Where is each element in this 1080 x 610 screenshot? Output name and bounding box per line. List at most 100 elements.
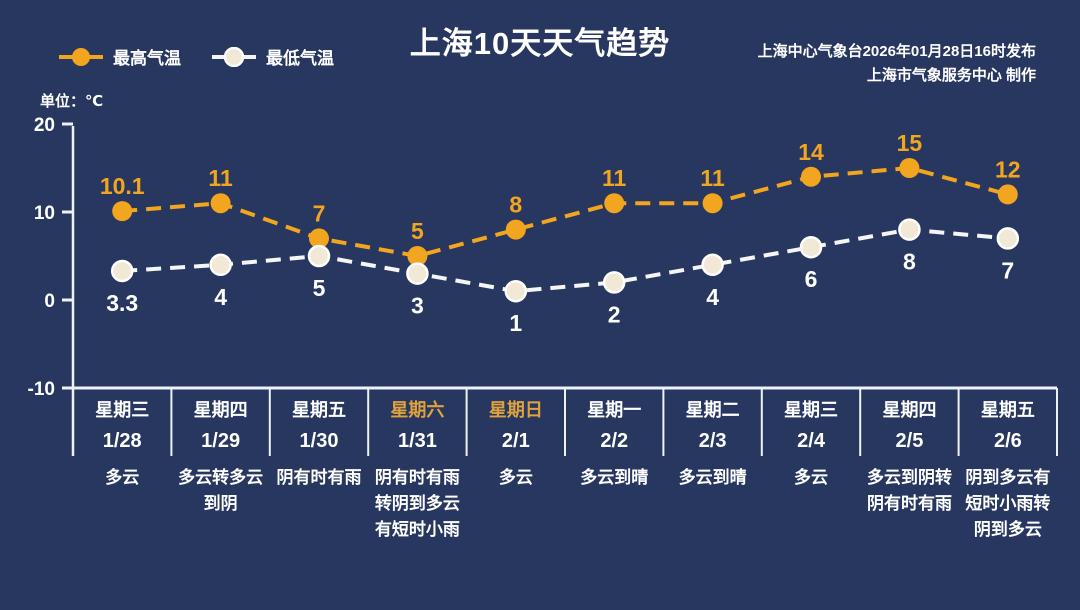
min-temp-value-label: 6 xyxy=(805,266,818,292)
max-temp-point xyxy=(112,201,133,222)
min-temp-line xyxy=(122,227,1008,294)
unit-label: 单位：℃ xyxy=(40,93,104,110)
max-temp-value-label: 12 xyxy=(995,156,1021,182)
date-label: 2/3 xyxy=(698,430,727,452)
min-temp-point xyxy=(701,253,724,277)
date-label: 2/6 xyxy=(993,430,1022,452)
max-temp-value-label: 11 xyxy=(700,165,725,191)
date-label: 2/5 xyxy=(895,430,924,452)
min-temp-point xyxy=(898,218,921,241)
source-info: 上海中心气象台2026年01月28日16时发布 上海市气象服务中心 制作 xyxy=(758,40,1036,88)
legend-item-min-temp: 最低气温 xyxy=(211,44,334,69)
weather-label: 阴有时有雨 xyxy=(276,468,362,487)
day-column: 星期三 1/28 多云 xyxy=(73,399,171,543)
date-label: 2/4 xyxy=(797,430,825,452)
min-temp-point xyxy=(602,271,626,294)
min-temp-value-label: 7 xyxy=(1001,257,1014,283)
max-temp-point xyxy=(801,166,821,187)
max-temp-point xyxy=(997,184,1018,205)
weekday-label: 星期一 xyxy=(587,400,642,420)
min-temp-point xyxy=(209,253,232,277)
max-temp-point xyxy=(702,193,723,214)
weekday-label: 星期日 xyxy=(488,400,543,420)
legend: 最高气温 最低气温 xyxy=(58,44,334,69)
date-label: 1/28 xyxy=(102,430,142,452)
weather-label: 多云转多云到阴 xyxy=(178,468,264,513)
min-temp-value-label: 2 xyxy=(608,301,621,327)
max-temp-point xyxy=(407,246,428,266)
max-temp-value-label: 11 xyxy=(208,165,233,191)
max-temp-point xyxy=(309,228,329,249)
min-temp-point xyxy=(307,244,331,268)
weather-label: 多云 xyxy=(105,468,140,487)
min-temp-point xyxy=(110,259,134,283)
max-temp-point xyxy=(505,219,526,240)
day-column: 星期四 2/5 多云到阴转阴有时有雨 xyxy=(860,399,958,543)
day-column: 星期三 2/4 多云 xyxy=(762,399,860,543)
date-label: 1/31 xyxy=(397,430,437,452)
y-axis-tick-label: -10 xyxy=(28,379,55,400)
day-column: 星期一 2/2 多云到晴 xyxy=(565,399,663,543)
min-temp-point xyxy=(799,235,823,259)
min-temp-point xyxy=(406,262,429,285)
source-line-producer: 上海市气象服务中心 制作 xyxy=(866,67,1036,84)
y-axis-tick-label: 0 xyxy=(44,291,55,312)
weekday-label: 星期三 xyxy=(95,400,150,420)
max-temp-value-label: 15 xyxy=(897,130,923,156)
day-column: 星期六 1/31 阴有时有雨转阴到多云有短时小雨 xyxy=(368,399,466,543)
weekday-label: 星期二 xyxy=(685,400,740,420)
y-axis-tick-label: 10 xyxy=(34,203,55,224)
date-label: 2/2 xyxy=(600,430,629,452)
weather-label: 阴到多云有短时小雨转阴到多云 xyxy=(965,468,1051,539)
page-title: 上海10天天气趋势 xyxy=(409,26,671,61)
max-temp-point xyxy=(899,158,920,178)
max-temp-point xyxy=(604,193,625,214)
max-temp-value-label: 8 xyxy=(509,192,522,218)
weekday-label: 星期五 xyxy=(292,400,347,420)
weekday-label: 星期六 xyxy=(390,400,445,420)
min-temp-point xyxy=(504,279,528,303)
min-temp-point xyxy=(996,227,1020,250)
weekday-label: 星期三 xyxy=(784,400,839,420)
day-column: 星期五 1/30 阴有时有雨 xyxy=(270,399,368,543)
weekday-label: 星期五 xyxy=(980,400,1035,420)
date-label: 1/30 xyxy=(299,430,339,452)
min-temp-value-label: 5 xyxy=(313,275,326,301)
max-temp-value-label: 5 xyxy=(411,218,424,244)
weather-label: 多云 xyxy=(794,468,829,487)
min-temp-value-label: 4 xyxy=(214,284,227,310)
max-temp-value-label: 11 xyxy=(602,165,627,191)
min-temp-line-marker-icon xyxy=(212,46,256,67)
legend-label-min-temp: 最低气温 xyxy=(266,49,334,68)
max-temp-line xyxy=(122,165,1009,259)
y-axis-tick-label: 20 xyxy=(34,115,55,136)
day-labels-row: 星期三 1/28 多云 星期四 1/29 多云转多云到阴 星期五 1/30 阴有时有雨 星期六 1/… xyxy=(73,399,1057,543)
day-column: 星期二 2/3 多云到晴 xyxy=(663,399,761,543)
day-column: 星期四 1/29 多云转多云到阴 xyxy=(171,399,269,543)
weather-label: 多云到晴 xyxy=(580,468,649,487)
min-temp-value-label: 8 xyxy=(903,249,916,275)
min-temp-value-label: 3 xyxy=(411,293,424,319)
source-line-issued: 上海中心气象台2026年01月28日16时发布 xyxy=(757,43,1036,60)
legend-label-max-temp: 最高气温 xyxy=(113,49,181,68)
max-temp-value-label: 7 xyxy=(313,200,326,226)
min-temp-value-label: 3.3 xyxy=(106,290,138,316)
max-temp-value-label: 10.1 xyxy=(100,173,145,199)
weather-label: 多云到阴转阴有时有雨 xyxy=(866,468,952,513)
min-temp-value-label: 1 xyxy=(509,310,522,336)
weather-label: 阴有时有雨转阴到多云有短时小雨 xyxy=(374,468,460,539)
weather-label: 多云到晴 xyxy=(678,468,747,487)
weekday-label: 星期四 xyxy=(193,400,248,420)
weekday-label: 星期四 xyxy=(882,400,937,420)
legend-item-max-temp: 最高气温 xyxy=(58,44,181,69)
weather-label: 多云 xyxy=(498,468,533,487)
max-temp-line-marker-icon xyxy=(59,47,103,66)
min-temp-value-label: 4 xyxy=(706,284,719,310)
day-column: 星期日 2/1 多云 xyxy=(467,399,565,543)
max-temp-value-label: 14 xyxy=(798,139,824,165)
date-label: 1/29 xyxy=(201,430,241,452)
date-label: 2/1 xyxy=(501,430,530,452)
max-temp-point xyxy=(210,193,231,214)
